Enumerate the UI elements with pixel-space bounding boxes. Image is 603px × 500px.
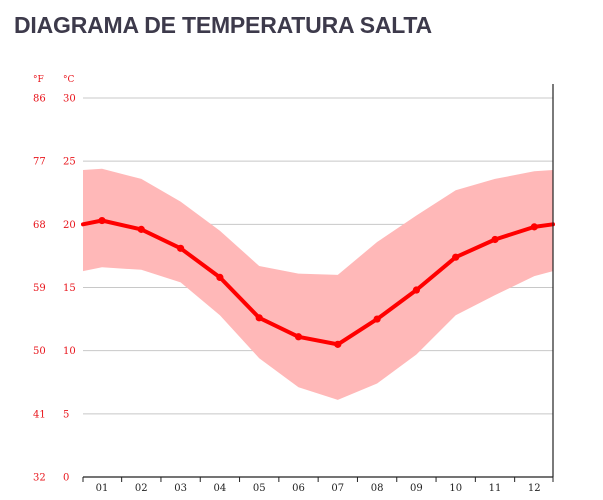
mean-point bbox=[491, 235, 499, 244]
x-tick-label: 01 bbox=[96, 483, 109, 494]
chart-title: DIAGRAMA DE TEMPERATURA SALTA bbox=[14, 12, 432, 38]
x-tick-label: 02 bbox=[135, 483, 148, 494]
y-tick-label-f: 50 bbox=[33, 346, 46, 357]
x-tick-label: 12 bbox=[528, 483, 541, 494]
x-tick-label: 11 bbox=[489, 483, 502, 494]
y-tick-label-c: 10 bbox=[63, 346, 76, 357]
x-tick-label: 09 bbox=[410, 483, 423, 494]
mean-point bbox=[530, 223, 538, 231]
x-tick-label: 06 bbox=[292, 483, 305, 494]
unit-label-c: °C bbox=[63, 75, 75, 85]
mean-point bbox=[373, 315, 381, 323]
mean-point bbox=[334, 340, 342, 348]
mean-temperature-series bbox=[81, 216, 555, 348]
y-tick-label-c: 15 bbox=[63, 283, 76, 294]
y-tick-label-f: 77 bbox=[33, 157, 46, 168]
temperature-range-band bbox=[83, 168, 553, 400]
x-tick-label: 07 bbox=[331, 483, 344, 494]
y-tick-label-c: 5 bbox=[63, 409, 69, 420]
y-tick-label-c: 20 bbox=[63, 220, 76, 231]
mean-point bbox=[452, 253, 460, 261]
y-tick-label-f: 68 bbox=[33, 220, 46, 231]
mean-temperature-line bbox=[81, 218, 555, 347]
y-tick-label-c: 0 bbox=[63, 473, 69, 484]
y-tick-label-c: 25 bbox=[63, 157, 76, 168]
x-tick-label: 08 bbox=[371, 483, 384, 494]
mean-point bbox=[412, 286, 420, 294]
mean-point bbox=[255, 314, 263, 322]
y-tick-label-f: 41 bbox=[33, 409, 46, 420]
y-tick-label-f: 86 bbox=[33, 94, 46, 105]
x-tick-label: 03 bbox=[174, 483, 187, 494]
mean-point bbox=[294, 333, 303, 341]
x-tick-label: 05 bbox=[253, 483, 266, 494]
min-max-band bbox=[83, 168, 553, 400]
mean-point bbox=[177, 244, 185, 252]
x-tick-label: 10 bbox=[449, 483, 462, 494]
y-tick-label-c: 30 bbox=[63, 94, 76, 105]
mean-point bbox=[216, 273, 224, 281]
unit-label-f: °F bbox=[33, 75, 44, 85]
x-tick-label: 04 bbox=[214, 483, 227, 494]
tick-labels: 0 32 5 41 10 50 15 59 20 68 25 77 30 86 °F °C 01 02 03 04 05… bbox=[33, 75, 541, 494]
mean-point bbox=[137, 225, 145, 233]
y-tick-label-f: 32 bbox=[33, 473, 46, 484]
mean-point bbox=[98, 216, 106, 225]
axes bbox=[82, 84, 554, 482]
y-tick-label-f: 59 bbox=[33, 283, 46, 294]
